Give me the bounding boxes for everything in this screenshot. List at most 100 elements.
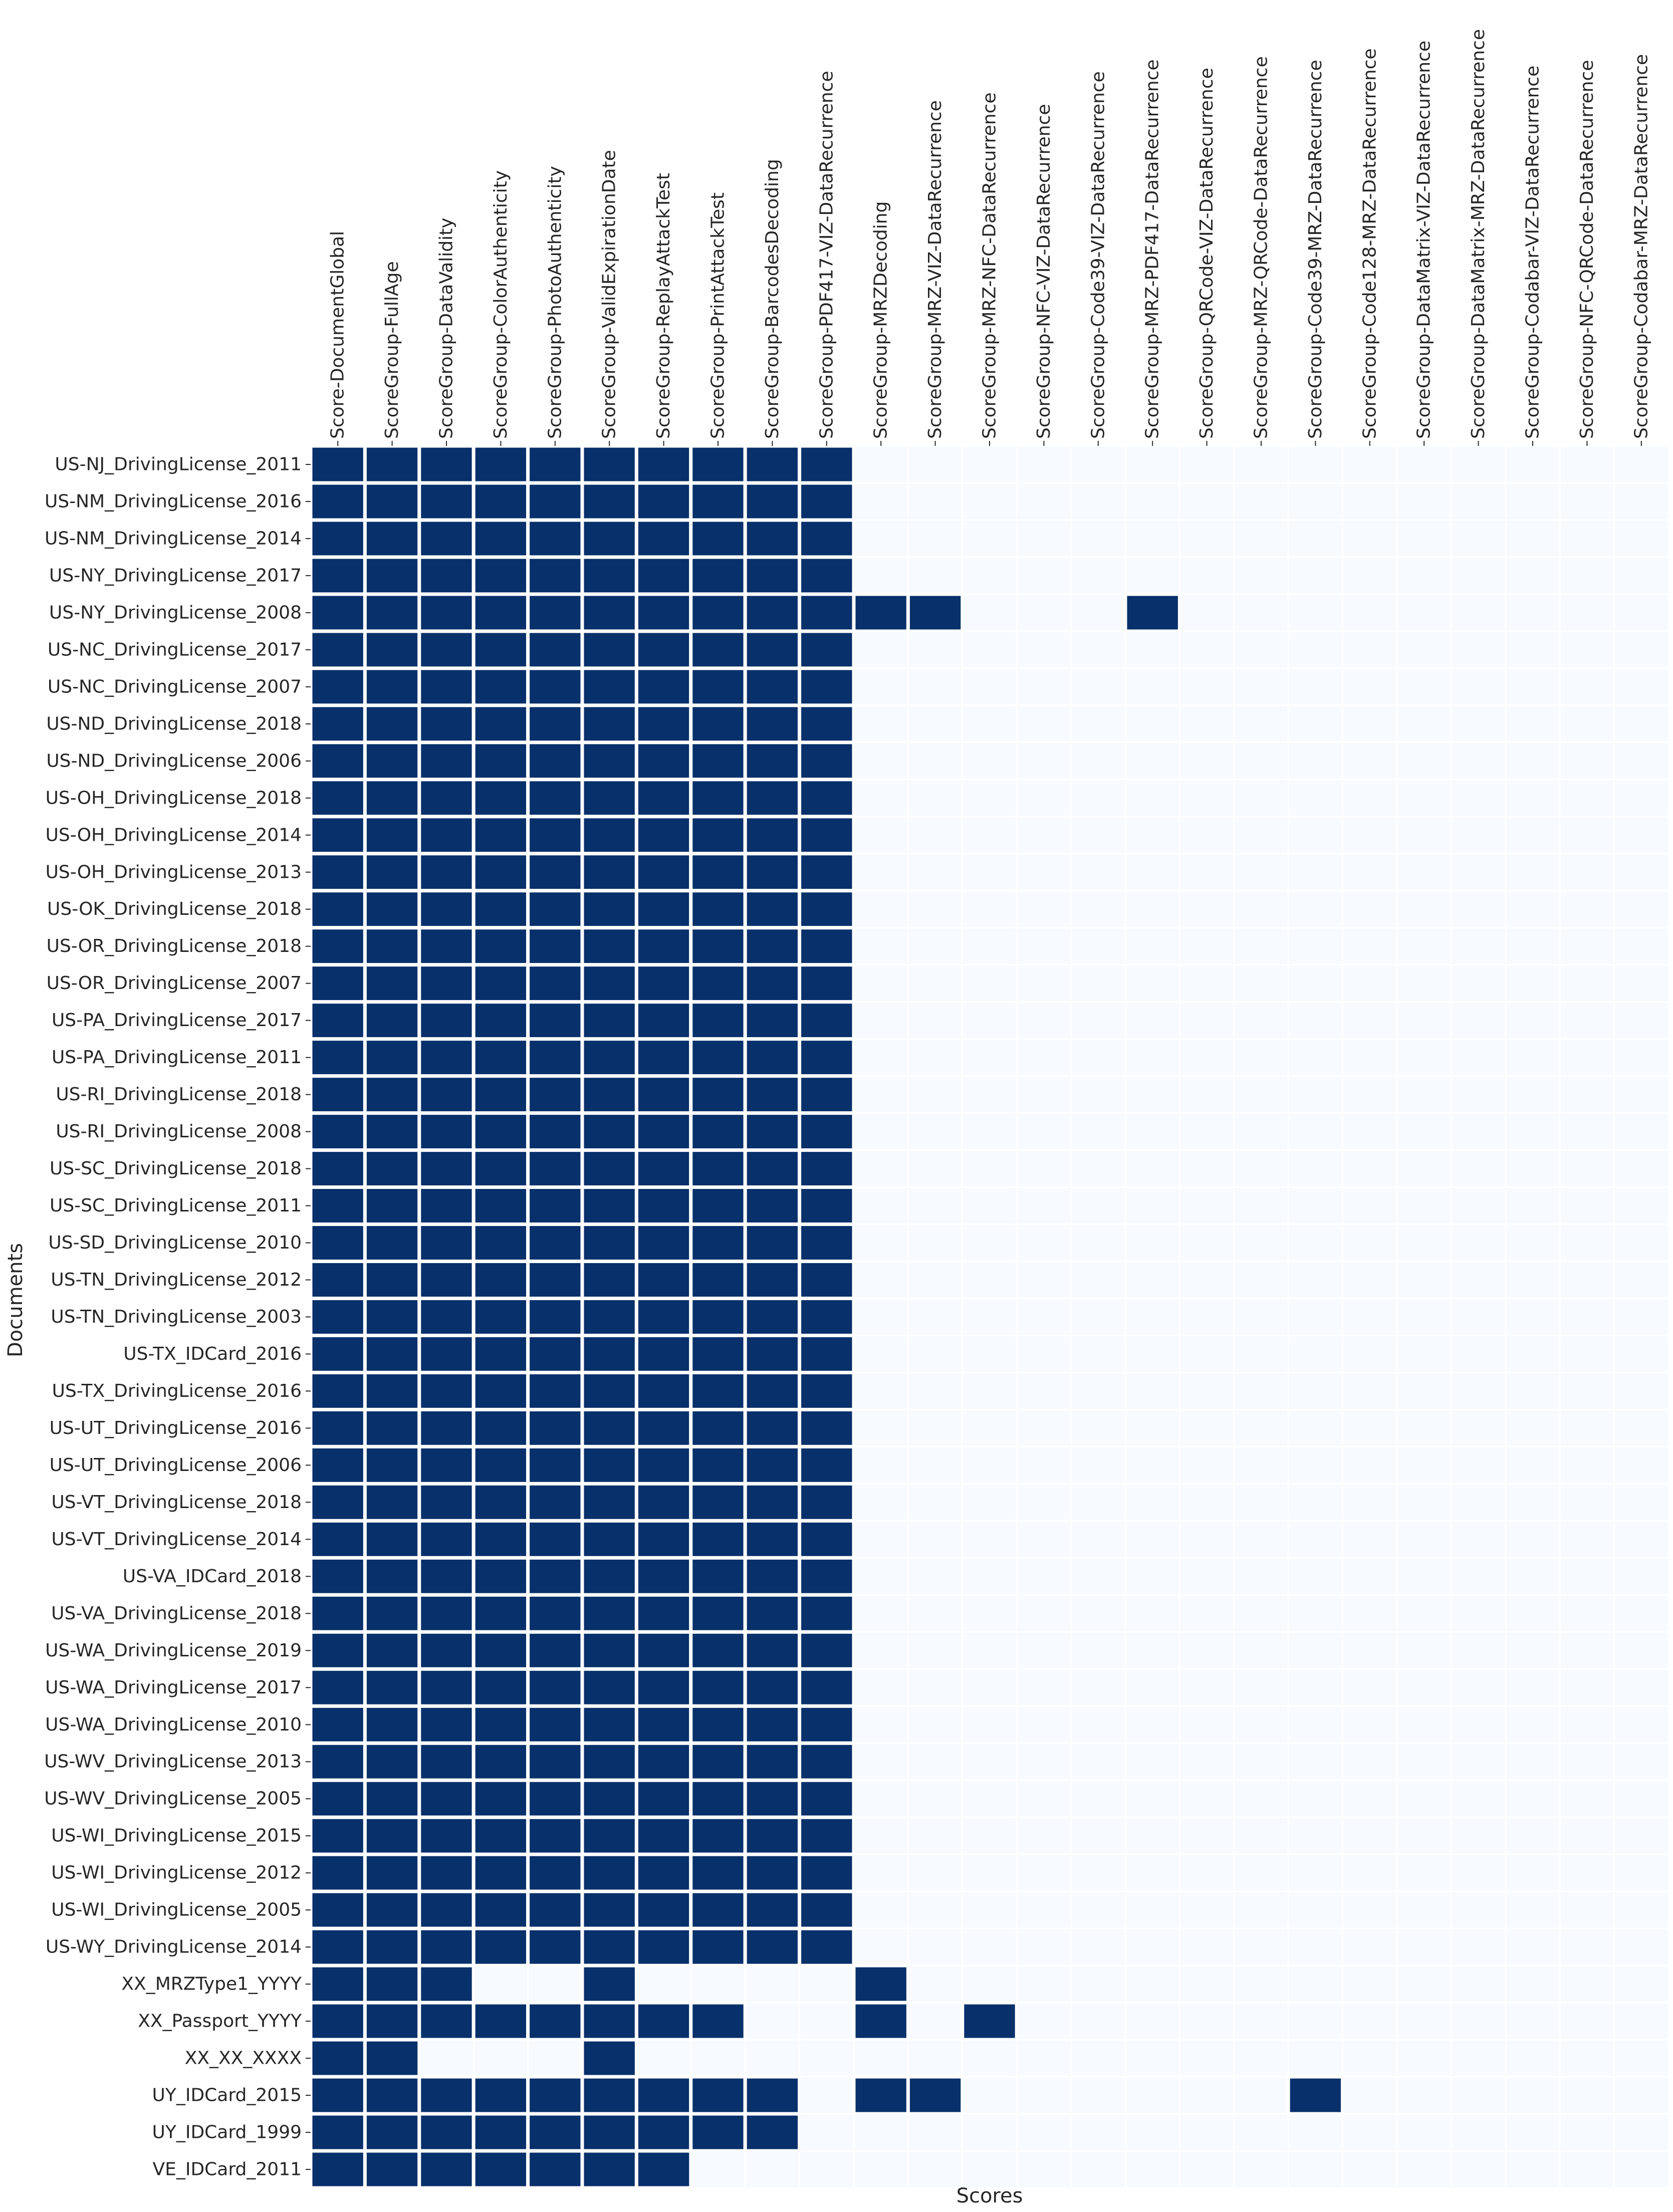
heatmap-cell: [798, 1741, 856, 1782]
heatmap-cell: [743, 926, 802, 967]
heatmap-cell: [1016, 667, 1072, 706]
heatmap-cell: [1342, 1668, 1398, 1707]
row-tick: US-ND_DrivingLicense_2018: [46, 713, 311, 734]
heatmap-cell: [853, 1594, 909, 1633]
heatmap-cell: [1613, 1594, 1669, 1633]
heatmap-cell: [580, 1148, 638, 1189]
heatmap-cell: [580, 1111, 638, 1152]
heatmap-cell: [1396, 556, 1452, 595]
heatmap-cell: [471, 518, 530, 559]
heatmap-cell: [363, 1593, 421, 1634]
heatmap-cell: [580, 2038, 638, 2079]
heatmap-cell: [1342, 927, 1398, 966]
heatmap-cell: [1124, 816, 1180, 855]
heatmap-cell: [1233, 742, 1289, 781]
heatmap-cell: [962, 482, 1018, 521]
row-tick-label: US-TX_DrivingLicense_2016: [52, 1381, 302, 1401]
heatmap-cell: [1016, 1149, 1072, 1188]
heatmap-cell: [1559, 1149, 1615, 1188]
heatmap-cell: [1178, 742, 1235, 781]
heatmap-cell: [962, 667, 1018, 706]
heatmap-cell: [853, 1075, 909, 1114]
heatmap-cell: [1450, 2076, 1507, 2115]
heatmap-cell: [417, 741, 475, 782]
heatmap-cell: [309, 1222, 367, 1264]
heatmap-cell: [853, 1001, 909, 1040]
heatmap-cell: [1016, 1186, 1072, 1225]
heatmap-cell: [634, 1297, 693, 1337]
heatmap-cell: [1016, 779, 1072, 818]
heatmap-cell: [962, 779, 1018, 818]
heatmap-cell: [526, 1297, 584, 1337]
heatmap-cell: [1396, 1075, 1452, 1114]
heatmap-cell: [1613, 1223, 1669, 1263]
heatmap-cell: [1070, 1075, 1126, 1114]
heatmap-cell: [1396, 667, 1452, 706]
heatmap-cell: [1124, 1112, 1180, 1151]
heatmap-cell: [471, 889, 530, 930]
heatmap-cell: [1613, 2150, 1669, 2189]
heatmap-cell: [907, 1075, 964, 1114]
heatmap-cell: [417, 1556, 475, 1597]
heatmap-cell: [580, 1519, 638, 1560]
heatmap-cell: [309, 1556, 367, 1597]
heatmap-cell: [634, 1333, 693, 1374]
heatmap-cell: [907, 1668, 964, 1707]
heatmap-cell: [853, 1445, 909, 1485]
heatmap-cell: [471, 1704, 530, 1745]
heatmap-cell: [1124, 1816, 1180, 1855]
heatmap-cell: [962, 519, 1018, 558]
heatmap-cell: [689, 2075, 747, 2116]
heatmap-cell: [580, 1333, 638, 1374]
heatmap-cell: [1559, 704, 1615, 744]
heatmap-cell: [1178, 556, 1235, 595]
heatmap-cell: [689, 666, 747, 707]
row-tick: US-OK_DrivingLicense_2018: [47, 899, 311, 919]
heatmap-cell: [634, 2149, 693, 2190]
heatmap-cell: [1287, 2113, 1344, 2152]
heatmap-cell: [1124, 2076, 1180, 2115]
heatmap-cell: [962, 1520, 1018, 1559]
heatmap-cell: [1559, 1223, 1615, 1263]
heatmap-cell: [1287, 630, 1344, 669]
heatmap-cell: [852, 1963, 910, 2005]
heatmap-cell: [907, 1779, 964, 1818]
heatmap-cell: [907, 667, 964, 706]
heatmap-cell: [309, 2001, 367, 2042]
heatmap-cell: [798, 666, 856, 707]
heatmap-cell: [962, 2113, 1018, 2152]
heatmap-cell: [363, 1074, 421, 1115]
heatmap-cell: [907, 1816, 964, 1855]
heatmap-cell: [1070, 964, 1126, 1003]
heatmap-cell: [853, 1038, 909, 1077]
heatmap-cell: [798, 1000, 856, 1041]
heatmap-cell: [634, 1260, 693, 1301]
heatmap-cell: [1233, 1890, 1289, 1929]
row-tick-label: US-SC_DrivingLicense_2018: [50, 1158, 302, 1179]
heatmap-cell: [1287, 816, 1344, 855]
heatmap-cell: [689, 518, 747, 559]
heatmap-cell: [363, 2001, 421, 2042]
heatmap-cell: [689, 1407, 747, 1448]
heatmap-cell: [799, 2150, 855, 2189]
heatmap-cell: [527, 1964, 583, 2004]
heatmap-cell: [1233, 1075, 1289, 1114]
heatmap-cell: [798, 629, 856, 670]
heatmap-cell: [853, 1149, 909, 1188]
heatmap-cell: [634, 2075, 693, 2116]
heatmap-cell: [471, 852, 530, 893]
heatmap-cell: [634, 1667, 693, 1708]
heatmap-cell: [1016, 742, 1072, 781]
heatmap-cell: [1287, 1261, 1344, 1300]
heatmap-cell: [1124, 1594, 1180, 1633]
heatmap-cell: [1233, 1371, 1289, 1410]
heatmap-cell: [580, 1444, 638, 1486]
heatmap-cell: [526, 1815, 584, 1856]
heatmap-cell: [634, 1889, 693, 1930]
heatmap-cell: [471, 1185, 530, 1226]
heatmap-cell: [1016, 2002, 1072, 2041]
heatmap-cell: [417, 778, 475, 819]
heatmap-cell: [580, 741, 638, 782]
heatmap-cell: [1070, 1742, 1126, 1781]
heatmap-cell: [363, 1222, 421, 1264]
